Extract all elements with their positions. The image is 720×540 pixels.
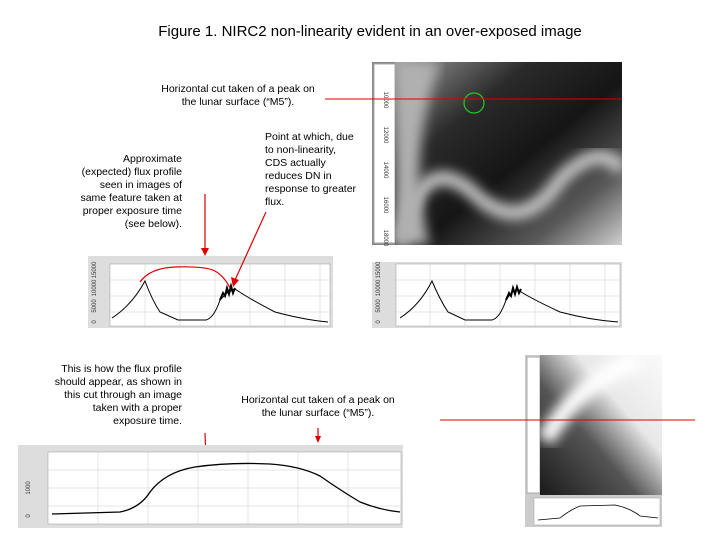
ruler-label: 14000 (382, 162, 388, 179)
plot-area (109, 263, 331, 327)
y-tick-label: 10000 (92, 279, 98, 296)
mini-plot-area (533, 497, 661, 526)
annotation-cut-top: Horizontal cut taken of a peak on the lu… (161, 83, 315, 108)
annotation-line: Approximate (123, 153, 182, 165)
noisy-peak (505, 283, 522, 301)
annotation-line: (see below). (125, 218, 182, 230)
annotation-line: same feature taken at (80, 192, 182, 204)
annotation-line: the lunar surface (“M5”). (182, 96, 295, 108)
annotation-line: Horizontal cut taken of a peak on (161, 83, 315, 95)
ruler-label: 18000 (382, 230, 388, 247)
bright-ridge (395, 150, 622, 245)
annotation-line: (expected) flux profile (82, 166, 183, 178)
plot-grid (396, 264, 620, 326)
y-tick-label: 10000 (376, 279, 382, 296)
y-tick-label: 0 (26, 514, 32, 518)
noisy-peak (219, 282, 236, 301)
annotation-line: should appear, as shown in (55, 376, 182, 388)
y-tick-label: 15000 (376, 261, 382, 278)
lunar-image-top: 10000 12000 14000 16000 18000 (372, 62, 622, 247)
annotation-line: response to greater (265, 183, 357, 195)
annotation-line: CDS actually (265, 157, 326, 169)
annotation-expected: Approximate (expected) flux profile seen… (80, 153, 182, 230)
annotation-line: This is how the flux profile (61, 363, 182, 375)
y-tick-label: 0 (92, 320, 98, 324)
bright-ridge (540, 355, 643, 445)
image-ruler (526, 356, 541, 494)
annotation-line: seen in images of (100, 179, 182, 191)
figure-title: Figure 1. NIRC2 non-linearity evident in… (158, 23, 582, 40)
profile-plot-top-right: 0 5000 10000 15000 (372, 261, 622, 328)
plot-grid (110, 264, 330, 326)
profile-plot-bottom: 0 1000 (18, 445, 403, 528)
annotation-line: the lunar surface (“M5”). (262, 407, 375, 419)
annotation-line: this cut through an image (64, 389, 182, 401)
annotation-proper: This is how the flux profile should appe… (55, 363, 183, 427)
annotation-line: exposure time. (113, 415, 182, 427)
ruler-label: 12000 (382, 127, 388, 144)
y-tick-label: 5000 (376, 299, 382, 313)
y-tick-label: 15000 (92, 261, 98, 278)
bright-edge (395, 62, 440, 245)
ruler-label: 16000 (382, 197, 388, 214)
expected-profile (139, 266, 231, 289)
lunar-image-bottom (525, 355, 662, 527)
peak-marker (463, 92, 485, 114)
annotation-line: reduces DN in (265, 170, 332, 182)
annotation-line: flux. (265, 196, 284, 208)
annotation-line: taken with a proper (93, 402, 183, 414)
mini-profile-curve (537, 504, 659, 521)
annotation-line: Point at which, due (265, 131, 354, 143)
profile-curve (111, 279, 329, 323)
arrows-top (201, 194, 267, 287)
ruler-label: 10000 (382, 92, 388, 109)
plot-grid (48, 452, 401, 524)
profile-curve (51, 462, 401, 515)
annotation-nonlinearity: Point at which, due to non-linearity, CD… (265, 131, 357, 208)
y-tick-label: 5000 (92, 299, 98, 313)
y-tick-label: 1000 (26, 481, 32, 495)
annotation-line: proper exposure time (83, 205, 182, 217)
annotation-cut-bottom: Horizontal cut taken of a peak on the lu… (241, 394, 395, 419)
profile-plot-top-left: 0 5000 10000 15000 (88, 256, 333, 328)
profile-curve (399, 279, 619, 323)
y-tick-label: 0 (376, 320, 382, 324)
annotation-line: to non-linearity, (265, 144, 336, 156)
annotation-line: Horizontal cut taken of a peak on (241, 394, 395, 406)
